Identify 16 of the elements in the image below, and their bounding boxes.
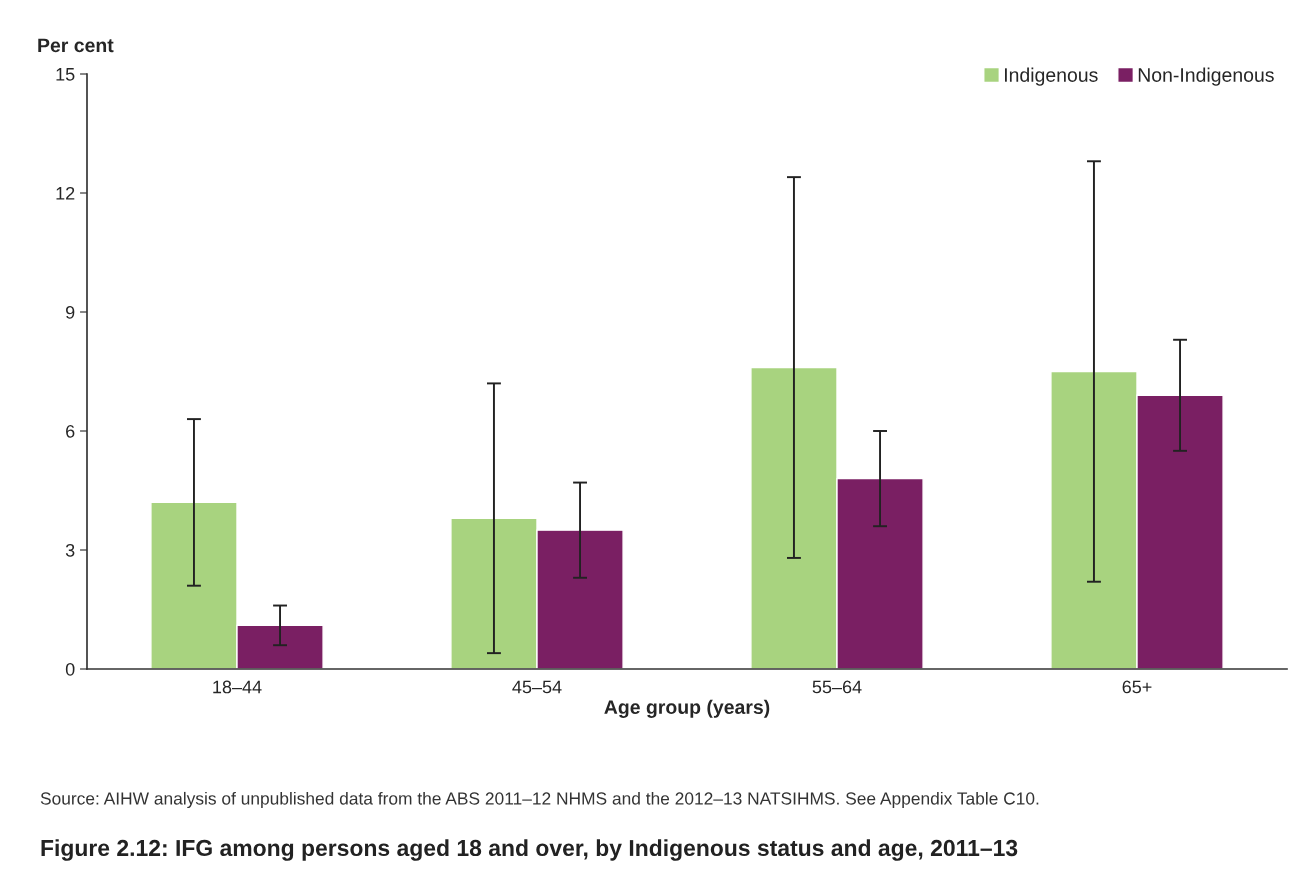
y-tick-label: 0 — [65, 662, 75, 676]
legend-label: Indigenous — [1004, 67, 1098, 86]
legend-label: Non-Indigenous — [1138, 67, 1274, 86]
y-axis-title: Per cent — [38, 38, 114, 53]
x-tick-label: 65+ — [1122, 680, 1152, 694]
text: Figure 2.12: IFG among persons aged 18 and over, by Indigenous status and age, 2011–13 — [41, 839, 1018, 861]
source-note: Source: AIHW analysis of unpublished data from the ABS 2011–12 NHMS and the 2012–13 NATSIHMS. See Appendix Table C10. — [40, 791, 1039, 809]
x-tick-label: 55–64 — [812, 680, 862, 694]
y-tick-label: 9 — [66, 305, 75, 319]
y-tick-label: 12 — [56, 186, 75, 200]
y-tick-label: 6 — [66, 424, 75, 438]
y-tick-label: 15 — [56, 68, 75, 81]
x-tick-label: 45–54 — [512, 680, 562, 694]
x-axis-title: Age group (years) — [604, 699, 770, 718]
y-tick-label: 3 — [65, 543, 75, 557]
x-tick-label: 18–44 — [213, 680, 262, 694]
